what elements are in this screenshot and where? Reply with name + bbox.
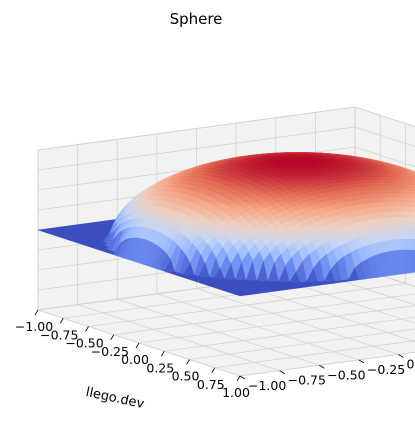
grid-line-z-back — [354, 146, 415, 168]
x-tick-label: 1.00 — [222, 385, 250, 400]
x-tick-mark — [236, 375, 241, 382]
grid-line-z-left — [37, 126, 356, 171]
x-tick-mark — [211, 367, 216, 373]
grid-line-y-floor — [236, 282, 415, 342]
y-tick-mark — [319, 364, 325, 369]
x-tick-label: 0.50 — [172, 369, 200, 384]
x-tick-mark — [85, 326, 89, 332]
x-tick-mark — [135, 342, 140, 349]
x-tick-mark — [110, 334, 115, 340]
grid-line-y-floor — [117, 298, 320, 366]
grid-line-z-back — [354, 266, 415, 288]
surface-patch — [226, 244, 238, 264]
x-tick-label: 0.00 — [121, 352, 149, 367]
x-tick-label: −0.25 — [91, 344, 129, 359]
y-tick-label: −0.50 — [327, 367, 365, 382]
grid-line-y-floor — [77, 304, 280, 372]
x-axis-label: llego.dev — [84, 385, 145, 412]
grid-line-z-back — [354, 126, 415, 148]
x-tick-mark — [186, 359, 190, 365]
y-tick-label: −1.00 — [248, 378, 286, 393]
grid-line-y-floor — [196, 288, 399, 355]
grid-line-z-left — [37, 106, 356, 151]
grid-line-z-back — [354, 106, 415, 128]
y-tick-mark — [279, 370, 285, 374]
x-tick-label: 0.75 — [197, 377, 225, 392]
y-tick-mark — [398, 354, 404, 358]
x-tick-mark — [59, 318, 64, 324]
x-tick-label: −1.00 — [15, 319, 53, 334]
grid-line-y-floor — [156, 293, 359, 361]
y-tick-label: −0.25 — [367, 362, 405, 377]
x-tick-mark — [34, 309, 39, 316]
x-tick-label: −0.50 — [65, 336, 103, 351]
surface-patch — [235, 293, 247, 297]
grid-line-y-floor — [315, 271, 415, 306]
y-tick-mark — [358, 359, 365, 364]
y-tick-label: −0.75 — [288, 373, 326, 388]
surface-patch — [211, 241, 223, 258]
y-tick-label: 0.00 — [407, 357, 415, 372]
x-tick-mark — [160, 351, 165, 357]
x-tick-label: −0.75 — [40, 327, 78, 342]
chart-title: Sphere — [170, 10, 223, 28]
axis-ticks: −1.00−0.75−0.50−0.250.000.250.500.751.00… — [15, 309, 415, 400]
grid-line-y-floor — [275, 277, 415, 324]
x-tick-label: 0.25 — [146, 360, 174, 375]
y-tick-mark — [239, 375, 246, 380]
surface-patch — [200, 243, 212, 264]
surface-plot — [37, 152, 415, 297]
